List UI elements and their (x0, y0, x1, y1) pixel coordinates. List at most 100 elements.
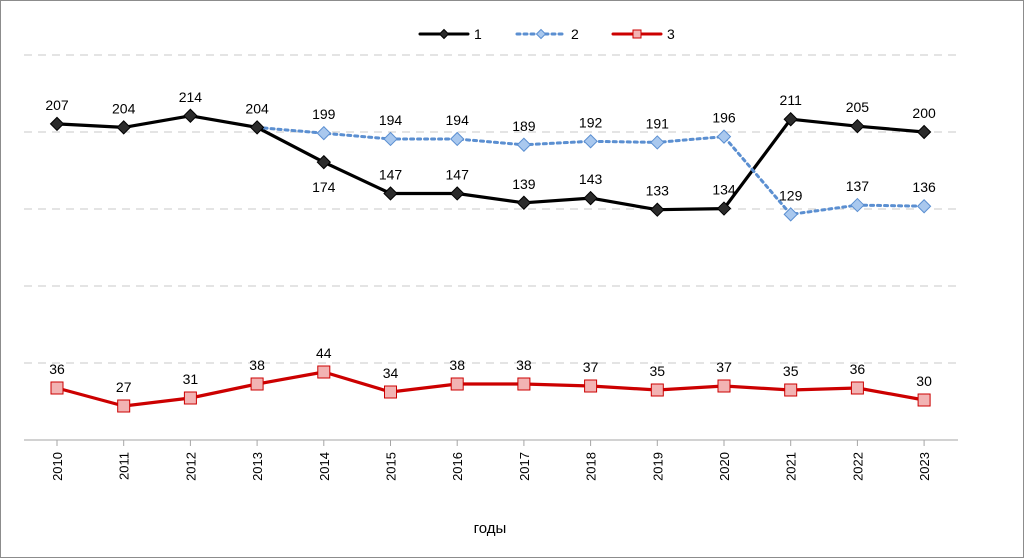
series-3-marker (784, 383, 798, 397)
series-2-marker (716, 129, 732, 144)
series-3-marker (50, 381, 64, 395)
x-tick-label: 2012 (183, 452, 198, 481)
series-1-data-label: 204 (245, 100, 269, 116)
series-2-marker (449, 131, 465, 147)
series-3-marker (183, 391, 197, 405)
x-tick-label: 2014 (317, 452, 332, 481)
series-3-data-label: 27 (116, 379, 132, 395)
series-3-data-label: 31 (183, 371, 199, 387)
series-1-data-label: 139 (512, 176, 536, 192)
series-3-data-label: 38 (249, 357, 265, 373)
series-2-marker (516, 137, 532, 152)
series-1-line (55, 114, 926, 212)
series-1-data-label: 147 (379, 166, 403, 182)
series-1-marker (850, 118, 865, 134)
x-axis: 2010 2011 2012 2013 2014 2015 2016 2017 2018 2019… (24, 439, 958, 481)
series-2-data-label: 194 (379, 112, 403, 128)
series-1-data-label: 174 (312, 179, 336, 195)
series-3-marker (450, 377, 464, 391)
series-3-data-label: 38 (516, 357, 532, 373)
series-3-data-label: 34 (383, 365, 399, 381)
x-tick-label: 2011 (117, 452, 132, 480)
series-3-marker (250, 377, 264, 391)
series-1-marker (716, 201, 732, 216)
x-tick-label: 2016 (450, 452, 465, 481)
series-3-marker (384, 385, 397, 399)
series-3-marker (717, 379, 731, 393)
series-3-data-label: 30 (916, 373, 932, 389)
series-1-data-label: 214 (179, 89, 203, 105)
gridlines (24, 54, 958, 364)
series-3-data-label: 38 (449, 357, 465, 373)
series-3-marker (584, 379, 598, 393)
series-2-data-label: 192 (579, 114, 603, 130)
series-1-marker (249, 120, 265, 135)
legend-label-3: 3 (667, 26, 675, 42)
series-2-marker (850, 197, 865, 213)
series-2-marker (650, 135, 665, 150)
x-tick-label: 2010 (50, 452, 65, 481)
series-3-data-label: 35 (650, 363, 666, 379)
series-2-data-label: 199 (312, 106, 336, 122)
series-lines (55, 114, 926, 408)
series-1-marker (583, 190, 598, 206)
x-tick-label: 2015 (384, 452, 399, 481)
x-tick-label: 2018 (584, 452, 599, 481)
series-1-marker (383, 186, 398, 201)
series-2-data-label: 137 (846, 178, 870, 194)
series-3-line (55, 370, 926, 408)
series-1-marker (783, 112, 798, 127)
series-1-marker (916, 124, 932, 140)
series-1-data-label: 134 (712, 182, 736, 198)
series-2-data-label: 191 (646, 115, 670, 131)
series-1-data-label: 211 (780, 92, 803, 108)
series-3-data-label: 37 (583, 359, 599, 375)
series-1-data-label: 200 (912, 105, 936, 121)
series-1-data-label: 207 (45, 97, 69, 113)
legend-marker-1 (438, 28, 450, 40)
series-1-marker (183, 108, 198, 123)
x-axis-label: годы (474, 520, 507, 537)
x-tick-label: 2022 (850, 452, 865, 481)
series-3-data-label: 37 (716, 359, 732, 375)
series-3-data-label: 36 (850, 361, 866, 377)
series-3-marker (650, 383, 664, 397)
series-2-data-label: 129 (779, 187, 803, 203)
series-1-data-label: 204 (112, 100, 136, 116)
legend-label-2: 2 (571, 26, 579, 42)
series-1-marker (116, 120, 131, 135)
data-labels: 207 204 214 204 174 147 147 139 143 133 134 211 205 2… (45, 89, 936, 395)
series-2-marker (383, 131, 398, 147)
series-3-data-label: 35 (783, 363, 799, 379)
series-2-marker (783, 207, 798, 222)
series-markers (49, 108, 932, 413)
series-1-marker (49, 116, 65, 132)
x-tick-label: 2013 (250, 452, 265, 481)
series-2-marker (583, 134, 598, 149)
series-1-data-label: 205 (846, 99, 870, 115)
series-2-line (255, 125, 926, 216)
series-2-data-label: 189 (512, 118, 536, 134)
x-tick-label: 2017 (517, 452, 532, 481)
x-tick-label: 2020 (717, 452, 732, 481)
series-2-marker (316, 125, 332, 141)
legend: 1 2 3 (418, 26, 675, 42)
series-2-data-label: 196 (712, 110, 736, 126)
series-3-data-label: 44 (316, 345, 332, 361)
series-2-data-label: 136 (912, 179, 936, 195)
series-1-marker (516, 195, 532, 210)
series-3-marker (317, 365, 331, 379)
x-tick-label: 2023 (917, 452, 932, 481)
series-1-marker (650, 202, 665, 217)
x-tick-label: 2019 (650, 452, 665, 481)
legend-label-1: 1 (474, 26, 482, 42)
legend-marker-3 (632, 29, 642, 39)
series-2-marker (916, 199, 932, 214)
series-1-data-label: 147 (446, 166, 470, 182)
series-3-marker (850, 381, 864, 395)
series-3-marker (117, 399, 131, 413)
series-1-marker (449, 186, 465, 201)
series-1-data-label: 143 (579, 171, 603, 187)
